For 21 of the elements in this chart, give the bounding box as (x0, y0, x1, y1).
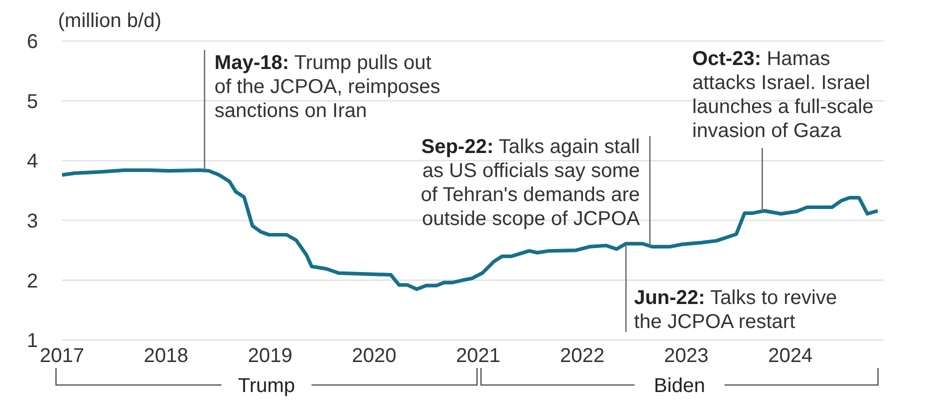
annotation: May-18: Trump pulls out of the JCPOA, reimposes sanctions on Iran (214, 52, 440, 122)
x-tick-label: 2023 (664, 345, 709, 368)
x-tick-label: 2017 (40, 345, 84, 368)
text: Trump (238, 375, 296, 397)
y-tick-label: 1 (26, 330, 38, 352)
annotation: Jun-22: Talks to revive the JCPOA restart (634, 287, 837, 333)
x-tick-label: 2020 (352, 345, 396, 368)
y-tick-label: 3 (26, 210, 38, 232)
x-tick-label: 2021 (456, 345, 500, 368)
annotation: Oct-23: Hamas attacks Israel. Israel launches a full-scale invasion of Gaza (692, 48, 874, 142)
x-tick-label: 2022 (560, 345, 605, 368)
y-axis-title: (million b/d) (58, 10, 162, 32)
x-tick-label: 2024 (768, 345, 813, 368)
y-tick-label: 5 (26, 90, 38, 113)
y-tick-label: 4 (26, 150, 38, 173)
x-tick-label: 2019 (248, 345, 292, 368)
annotation: Sep-22: Talks again stall as US officials say some of Tehran's demands are outside scope of JCPOA (420, 136, 641, 230)
y-tick-label: 2 (26, 270, 38, 292)
text: Biden (654, 375, 706, 397)
y-tick-label: 6 (26, 31, 38, 54)
x-tick-label: 2018 (144, 345, 188, 368)
